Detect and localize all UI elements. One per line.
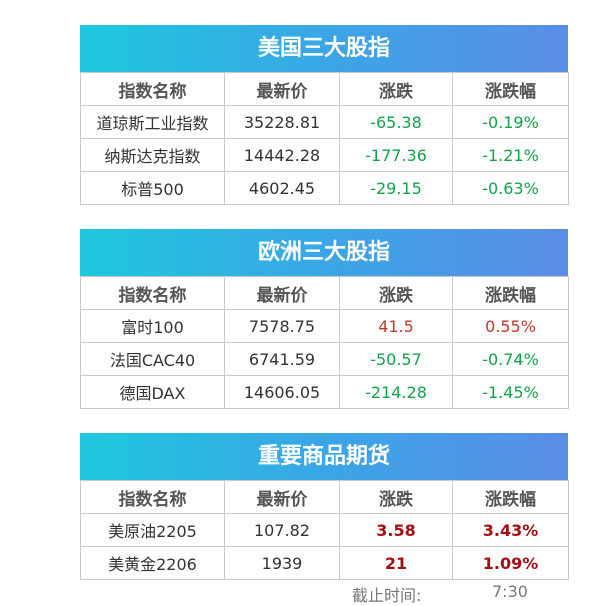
- commodities-title: 重要商品期货: [80, 433, 568, 480]
- header-name: 指数名称: [80, 72, 225, 106]
- us-indices-table: 指数名称 最新价 涨跌 涨跌幅 道琼斯工业指数 35228.81 -65.38 …: [80, 72, 569, 205]
- eu-indices-title: 欧洲三大股指: [80, 229, 568, 276]
- us-indices-panel: 美国三大股指 指数名称 最新价 涨跌 涨跌幅 道琼斯工业指数 35228.81 …: [80, 25, 569, 205]
- index-change: -214.28: [339, 375, 453, 409]
- index-name: 富时100: [80, 309, 225, 343]
- index-change: 41.5: [339, 309, 453, 343]
- header-change: 涨跌: [339, 72, 453, 106]
- header-price: 最新价: [224, 276, 340, 310]
- index-pct: -0.63%: [452, 171, 569, 205]
- header-change: 涨跌: [339, 276, 453, 310]
- table-header-row: 指数名称 最新价 涨跌 涨跌幅: [80, 72, 569, 106]
- us-indices-title: 美国三大股指: [80, 25, 568, 72]
- eu-indices-table: 指数名称 最新价 涨跌 涨跌幅 富时100 7578.75 41.5 0.55%…: [80, 276, 569, 409]
- table-header-row: 指数名称 最新价 涨跌 涨跌幅: [80, 276, 569, 310]
- header-pct: 涨跌幅: [452, 480, 569, 514]
- index-price: 14442.28: [224, 138, 340, 172]
- index-change: -177.36: [339, 138, 453, 172]
- index-price: 6741.59: [224, 342, 340, 376]
- header-change: 涨跌: [339, 480, 453, 514]
- index-change: -29.15: [339, 171, 453, 205]
- table-row: 法国CAC40 6741.59 -50.57 -0.74%: [80, 342, 569, 376]
- index-pct: -1.45%: [452, 375, 569, 409]
- header-name: 指数名称: [80, 480, 225, 514]
- table-row: 纳斯达克指数 14442.28 -177.36 -1.21%: [80, 138, 569, 172]
- index-pct: -1.21%: [452, 138, 569, 172]
- index-price: 4602.45: [224, 171, 340, 205]
- table-header-row: 指数名称 最新价 涨跌 涨跌幅: [80, 480, 569, 514]
- header-pct: 涨跌幅: [452, 72, 569, 106]
- index-change: -65.38: [339, 105, 453, 139]
- table-row: 道琼斯工业指数 35228.81 -65.38 -0.19%: [80, 105, 569, 139]
- header-name: 指数名称: [80, 276, 225, 310]
- commodity-price: 107.82: [224, 513, 340, 547]
- header-price: 最新价: [224, 480, 340, 514]
- index-name: 德国DAX: [80, 375, 225, 409]
- commodity-name: 美黄金2206: [80, 546, 225, 580]
- index-change: -50.57: [339, 342, 453, 376]
- table-row: 富时100 7578.75 41.5 0.55%: [80, 309, 569, 343]
- index-pct: -0.74%: [452, 342, 569, 376]
- table-row: 德国DAX 14606.05 -214.28 -1.45%: [80, 375, 569, 409]
- index-name: 纳斯达克指数: [80, 138, 225, 172]
- update-time-label: 截止时间:: [352, 586, 422, 605]
- index-price: 35228.81: [224, 105, 340, 139]
- commodity-pct: 3.43%: [452, 513, 569, 547]
- table-row: 标普500 4602.45 -29.15 -0.63%: [80, 171, 569, 205]
- index-pct: -0.19%: [452, 105, 569, 139]
- header-pct: 涨跌幅: [452, 276, 569, 310]
- index-pct: 0.55%: [452, 309, 569, 343]
- table-row: 美原油2205 107.82 3.58 3.43%: [80, 513, 569, 547]
- update-time-value: 7:30: [492, 582, 528, 601]
- index-name: 道琼斯工业指数: [80, 105, 225, 139]
- commodity-change: 21: [339, 546, 453, 580]
- update-time-footer: 截止时间: 7:30: [80, 580, 568, 606]
- commodity-price: 1939: [224, 546, 340, 580]
- header-price: 最新价: [224, 72, 340, 106]
- commodities-panel: 重要商品期货 指数名称 最新价 涨跌 涨跌幅 美原油2205 107.82 3.…: [80, 433, 569, 580]
- table-row: 美黄金2206 1939 21 1.09%: [80, 546, 569, 580]
- commodity-pct: 1.09%: [452, 546, 569, 580]
- commodity-name: 美原油2205: [80, 513, 225, 547]
- commodities-table: 指数名称 最新价 涨跌 涨跌幅 美原油2205 107.82 3.58 3.43…: [80, 480, 569, 580]
- commodity-change: 3.58: [339, 513, 453, 547]
- index-name: 法国CAC40: [80, 342, 225, 376]
- index-name: 标普500: [80, 171, 225, 205]
- eu-indices-panel: 欧洲三大股指 指数名称 最新价 涨跌 涨跌幅 富时100 7578.75 41.…: [80, 229, 569, 409]
- index-price: 14606.05: [224, 375, 340, 409]
- index-price: 7578.75: [224, 309, 340, 343]
